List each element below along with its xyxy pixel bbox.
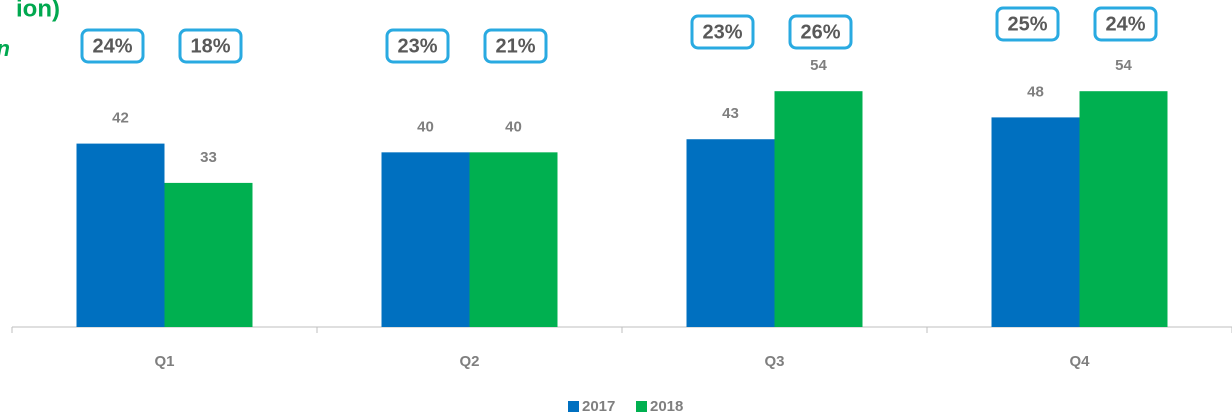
share-label: 26%	[800, 21, 840, 43]
data-label: 42	[112, 110, 129, 127]
x-tick-label: Q1	[154, 353, 174, 370]
share-label: 24%	[1105, 13, 1145, 35]
legend-swatch	[568, 401, 579, 412]
share-label: 23%	[702, 21, 742, 43]
data-label: 43	[722, 105, 739, 122]
share-label: 18%	[190, 35, 230, 57]
share-box	[385, 28, 450, 64]
share-box	[1093, 6, 1158, 42]
bar	[774, 91, 863, 327]
data-label: 40	[417, 118, 434, 135]
share-label: 25%	[1007, 13, 1047, 35]
chart-subtitle: n	[0, 36, 10, 61]
share-box	[178, 28, 243, 64]
share-box	[995, 6, 1060, 42]
share-label: 21%	[495, 35, 535, 57]
data-label: 54	[1115, 57, 1132, 74]
data-label: 33	[200, 149, 217, 166]
share-box	[80, 28, 145, 64]
bar	[381, 152, 470, 327]
bar	[1079, 91, 1168, 327]
share-box	[690, 14, 755, 50]
bar	[164, 182, 253, 327]
data-label: 48	[1027, 83, 1044, 100]
share-box	[483, 28, 548, 64]
x-tick-label: Q4	[1069, 353, 1090, 370]
legend-label: 2018	[650, 398, 683, 415]
legend-swatch	[636, 401, 647, 412]
x-tick-label: Q2	[459, 353, 479, 370]
x-tick-label: Q3	[764, 353, 784, 370]
share-label: 23%	[397, 35, 437, 57]
bar	[469, 152, 558, 327]
bar	[686, 139, 775, 327]
bar	[76, 143, 165, 327]
bar	[991, 117, 1080, 328]
data-label: 40	[505, 118, 522, 135]
share-box	[788, 14, 853, 50]
legend-label: 2017	[582, 398, 615, 415]
data-label: 54	[810, 57, 827, 74]
chart-title: ion)	[16, 0, 60, 22]
share-label: 24%	[92, 35, 132, 57]
